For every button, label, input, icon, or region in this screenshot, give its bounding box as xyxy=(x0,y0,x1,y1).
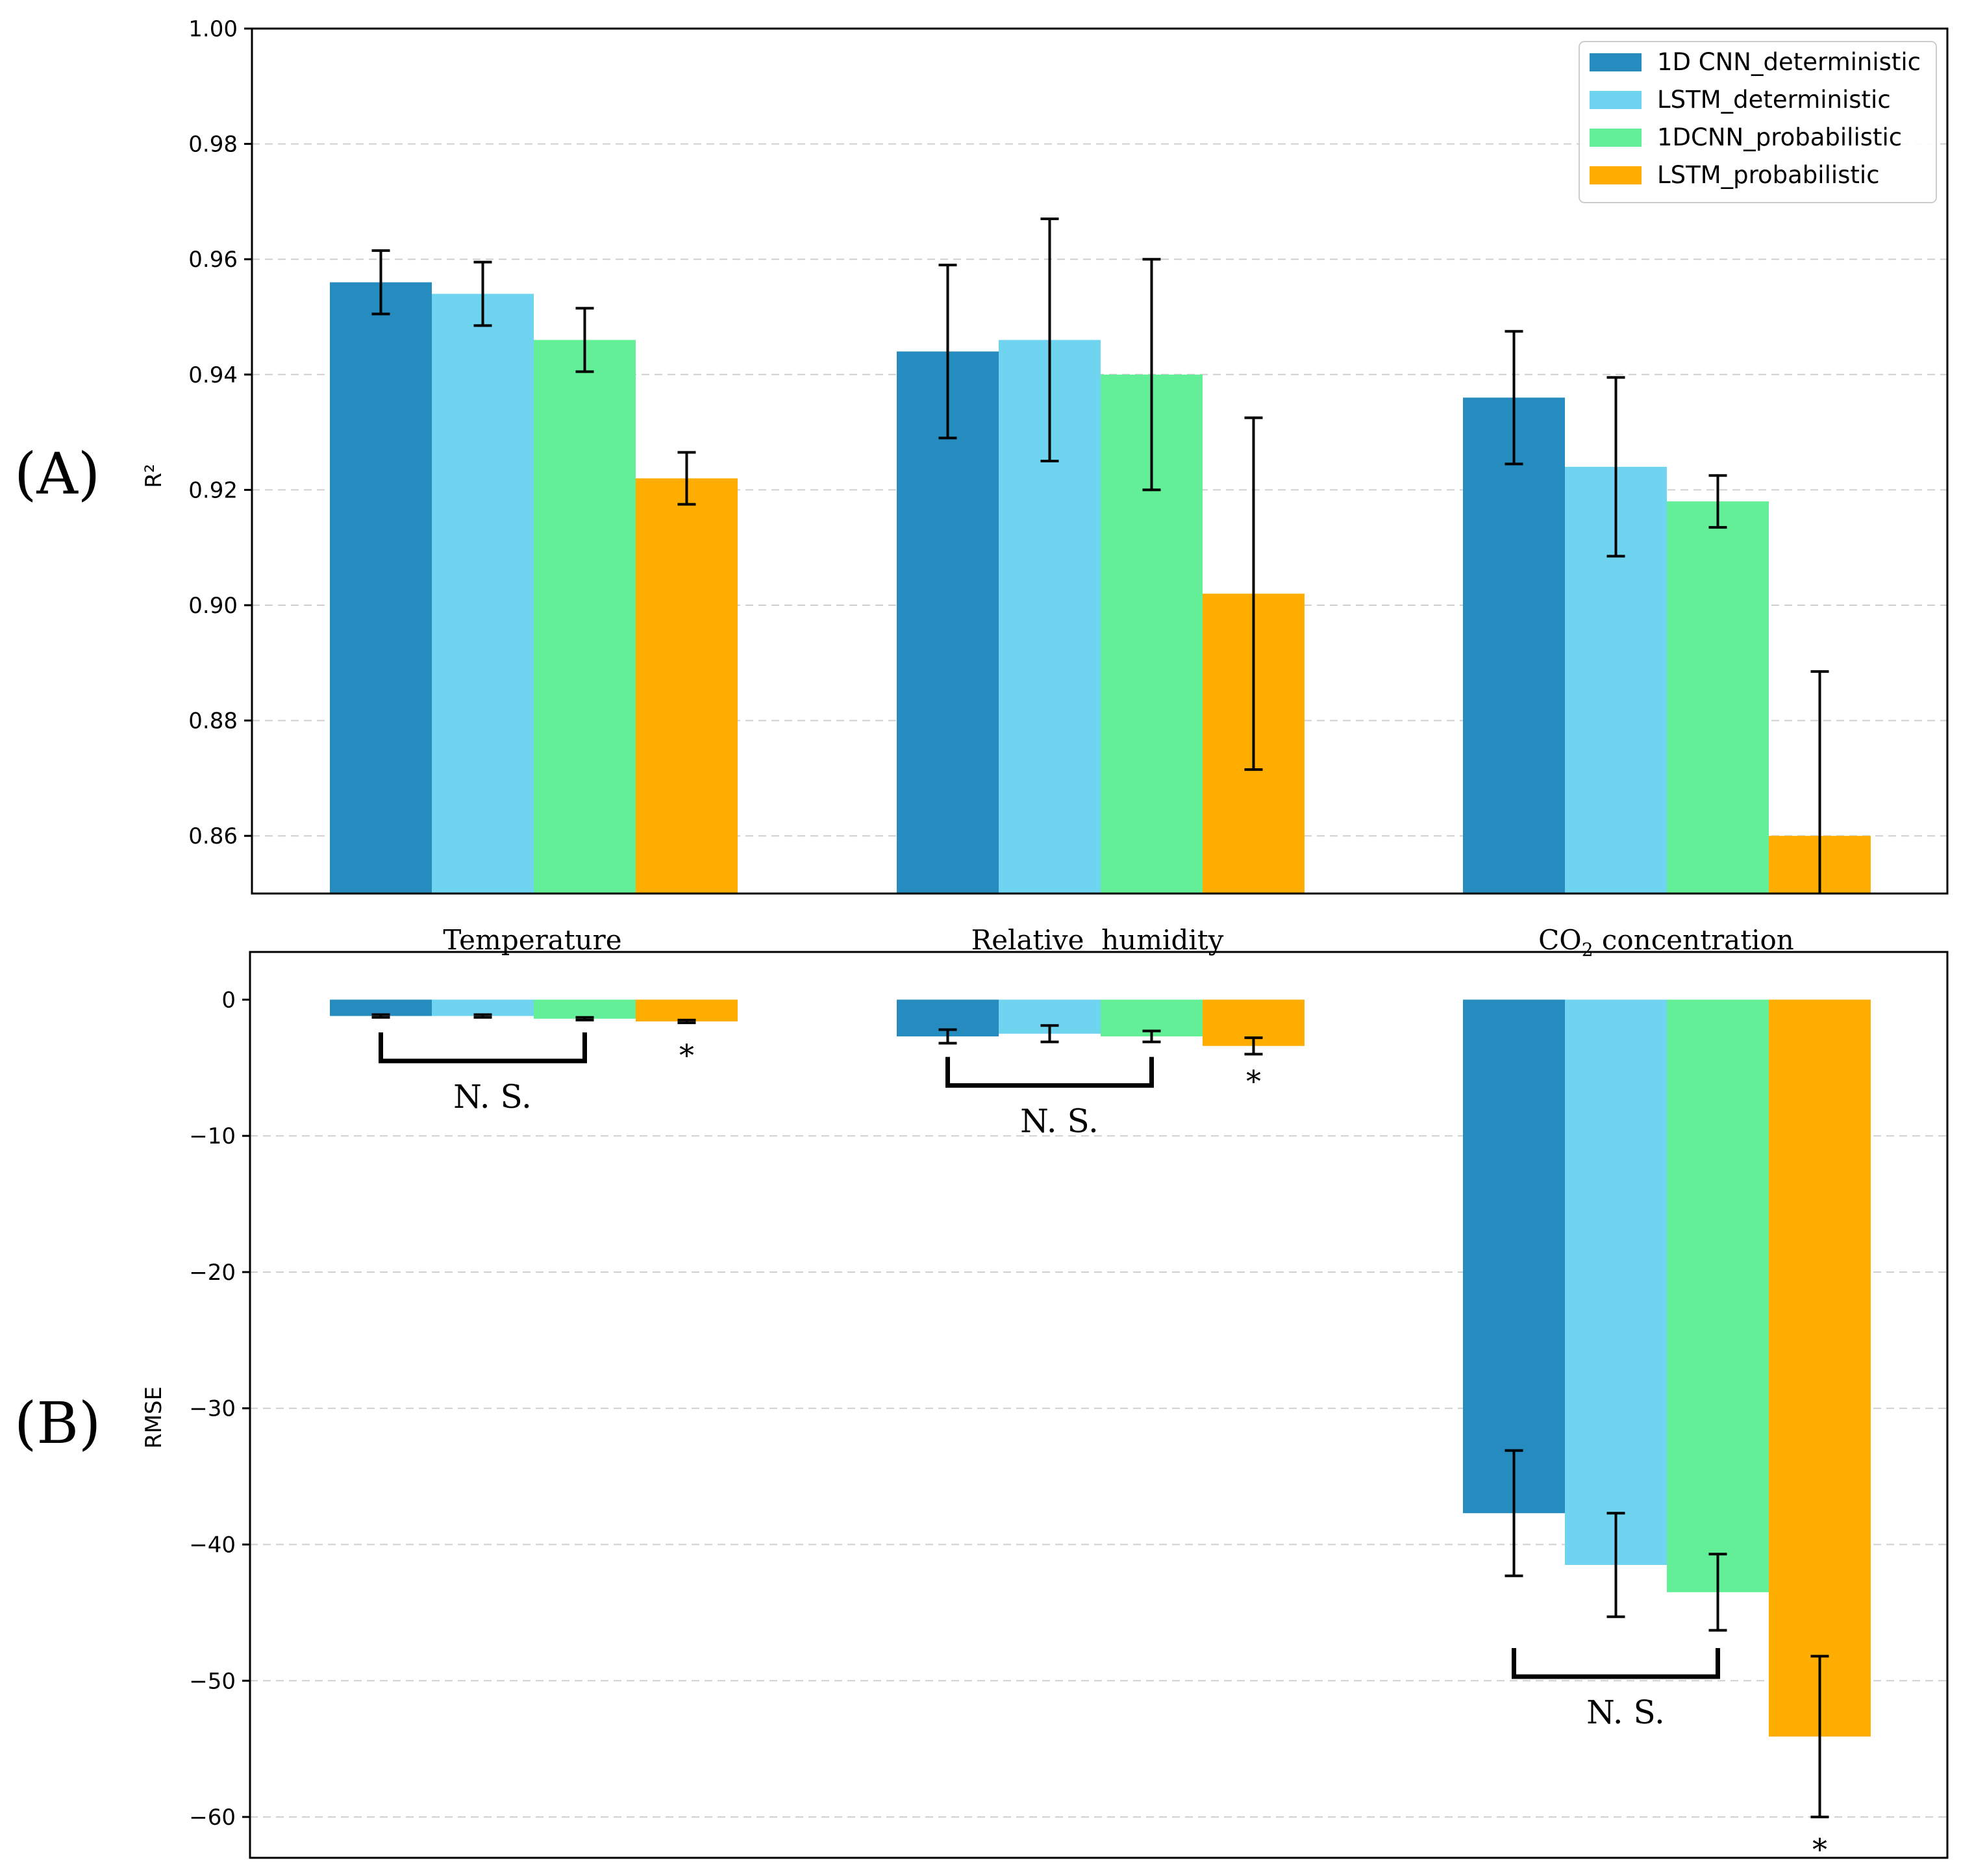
y-tick-label: 0.96 xyxy=(188,247,238,273)
bar-lstm-deterministic-2 xyxy=(1565,999,1667,1565)
bar-lstm-deterministic-0 xyxy=(432,294,534,894)
bar-1dcnn-probabilistic-0 xyxy=(534,340,636,894)
significance-star-0: * xyxy=(679,1038,694,1073)
y-tick-label: −20 xyxy=(189,1260,236,1286)
legend-entries: 1D CNN_deterministic LSTM_deterministic 1D… xyxy=(1590,48,1921,189)
panel-b-annotations: N. S. * N. S. * N. S. * xyxy=(379,1032,1827,1867)
co2-tail: concentration xyxy=(1593,924,1794,956)
panel-a: (A) R² 1.000.980.960.940.920.900.880.86 … xyxy=(14,16,1949,960)
bar-1d-cnn-deterministic-0 xyxy=(330,282,432,894)
bar-1dcnn-probabilistic-2 xyxy=(1667,501,1769,894)
panel-b-grid xyxy=(250,1135,1947,1818)
category-label-relative-humidity: Relative humidity xyxy=(971,924,1224,956)
panel-b-frame xyxy=(249,951,1949,1859)
panel-a-y-axis: 1.00 0.98 0.96 0.94 0.92 0.90 0.88 0.86 xyxy=(188,16,252,849)
bar-lstm-deterministic-0 xyxy=(432,999,534,1016)
panel-b-ylabel: RMSE xyxy=(141,1386,167,1449)
legend-swatch-lstm-probabilistic xyxy=(1590,166,1642,184)
y-tick-label: −30 xyxy=(189,1396,236,1422)
significance-star-2: * xyxy=(1812,1832,1827,1867)
bar-1d-cnn-deterministic-2 xyxy=(1463,397,1565,894)
panel-a-ylabel: R² xyxy=(141,464,167,488)
bar-1d-cnn-deterministic-0 xyxy=(330,999,432,1016)
co2-subscript: 2 xyxy=(1582,939,1593,960)
y-tick-label: 0.94 xyxy=(188,362,238,388)
y-tick-label: 0 xyxy=(221,987,236,1013)
panel-b-label: (B) xyxy=(14,1390,101,1457)
bar-lstm-probabilistic-0 xyxy=(636,478,738,894)
bar-1dcnn-probabilistic-2 xyxy=(1667,999,1769,1592)
y-tick-label: −40 xyxy=(189,1532,236,1558)
legend-swatch-1dcnn-probabilistic xyxy=(1590,129,1642,147)
panel-b: (B) RMSE N. S. * N. S. * N. S. * 0 −10 −20 −30 −4… xyxy=(14,951,1949,1867)
co2-text: CO xyxy=(1538,924,1582,956)
panel-b-bars xyxy=(330,999,1871,1737)
legend-swatch-1d-cnn-deterministic xyxy=(1590,53,1642,71)
y-tick-label: −10 xyxy=(189,1123,236,1149)
category-label-temperature: Temperature xyxy=(443,924,621,956)
bar-1dcnn-probabilistic-0 xyxy=(534,999,636,1019)
y-tick-label: −50 xyxy=(189,1668,236,1694)
legend-label-lstm-probabilistic: LSTM_probabilistic xyxy=(1657,161,1880,189)
bar-1d-cnn-deterministic-2 xyxy=(1463,999,1565,1514)
legend-swatch-lstm-deterministic xyxy=(1590,91,1642,109)
y-tick-label: 0.90 xyxy=(188,593,238,619)
significance-bracket-0 xyxy=(379,1032,587,1064)
legend-box xyxy=(1579,41,1937,203)
panel-a-bars xyxy=(330,282,1871,894)
panel-b-errorbars xyxy=(371,1013,1829,1819)
ns-label-0: N. S. xyxy=(453,1078,532,1116)
y-tick-label: 0.98 xyxy=(188,132,238,158)
y-tick-label: 1.00 xyxy=(188,16,238,42)
ns-label-2: N. S. xyxy=(1586,1694,1665,1731)
bar-1d-cnn-deterministic-1 xyxy=(897,351,999,894)
panel-a-errorbars xyxy=(371,218,1829,894)
category-label-co2: CO2 concentration xyxy=(1538,924,1794,960)
legend-label-1d-cnn-deterministic: 1D CNN_deterministic xyxy=(1657,48,1921,76)
significance-bracket-2 xyxy=(1512,1648,1720,1679)
ns-label-1: N. S. xyxy=(1020,1103,1099,1140)
legend-label-lstm-deterministic: LSTM_deterministic xyxy=(1657,86,1891,114)
y-tick-label: 0.88 xyxy=(188,708,238,734)
significance-star-1: * xyxy=(1246,1064,1261,1099)
legend: 1D CNN_deterministic LSTM_deterministic 1D… xyxy=(1579,41,1937,203)
bar-lstm-probabilistic-2 xyxy=(1769,999,1871,1737)
y-tick-label: −60 xyxy=(189,1805,236,1831)
panel-a-label: (A) xyxy=(14,440,100,507)
y-tick-label: 0.86 xyxy=(188,823,238,849)
legend-label-1dcnn-probabilistic: 1DCNN_probabilistic xyxy=(1657,123,1902,151)
significance-bracket-1 xyxy=(945,1057,1154,1088)
y-tick-label: 0.92 xyxy=(188,477,238,503)
bar-lstm-probabilistic-0 xyxy=(636,999,738,1021)
panel-b-y-axis: 0 −10 −20 −30 −40 −50 −60 xyxy=(189,987,250,1831)
panel-a-frame xyxy=(251,27,1949,895)
